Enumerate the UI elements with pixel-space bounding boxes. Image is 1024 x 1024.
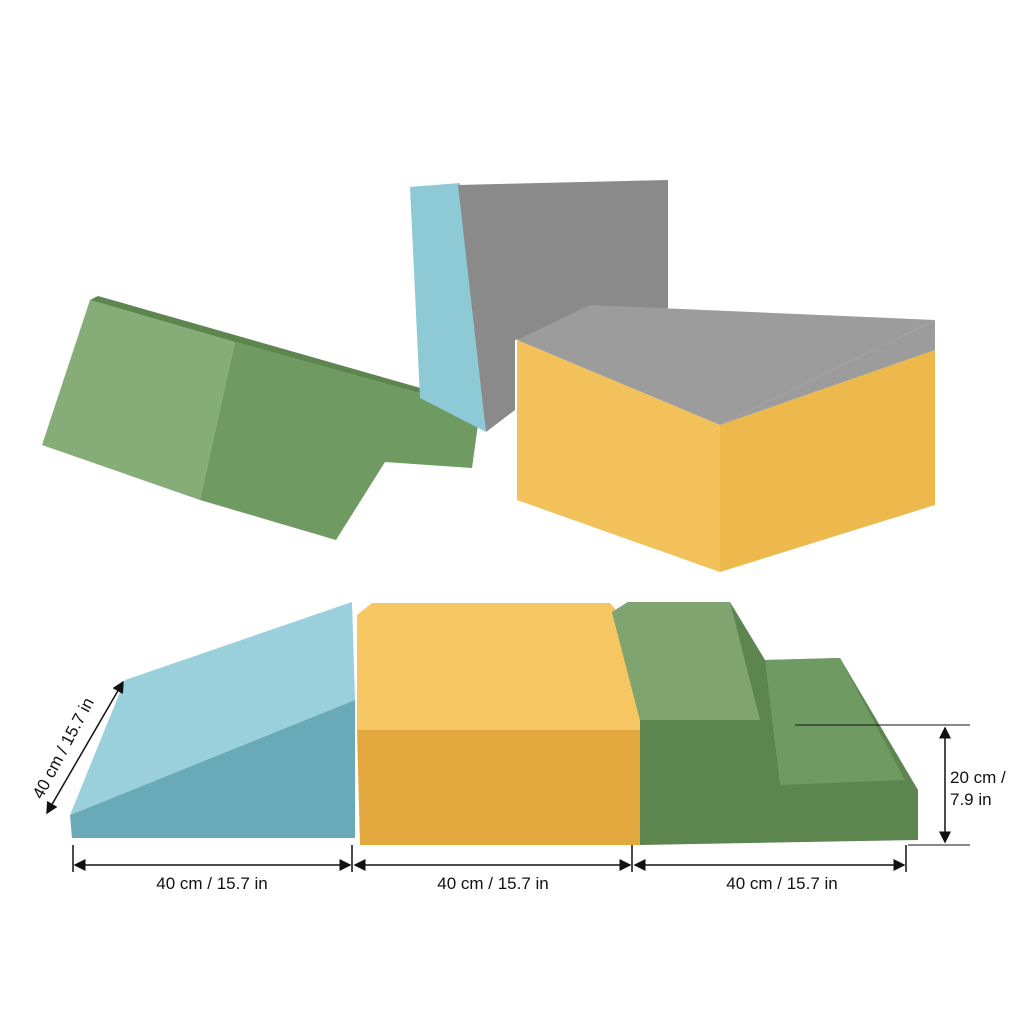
width-label-1: 40 cm / 15.7 in: [156, 874, 268, 893]
green-step-block-tilted: [42, 296, 480, 540]
teal-wedge-block: [70, 602, 355, 838]
width-label-3: 40 cm / 15.7 in: [726, 874, 838, 893]
green-steps-block: [612, 602, 918, 845]
dimension-lines: [46, 680, 970, 872]
height-label-line2: 7.9 in: [950, 790, 992, 809]
yellow-grey-block: [517, 305, 935, 572]
yellow-cube-block: [357, 603, 642, 845]
width-label-2: 40 cm / 15.7 in: [437, 874, 549, 893]
height-label-line1: 20 cm /: [950, 768, 1006, 787]
teal-grey-block: [410, 180, 668, 432]
